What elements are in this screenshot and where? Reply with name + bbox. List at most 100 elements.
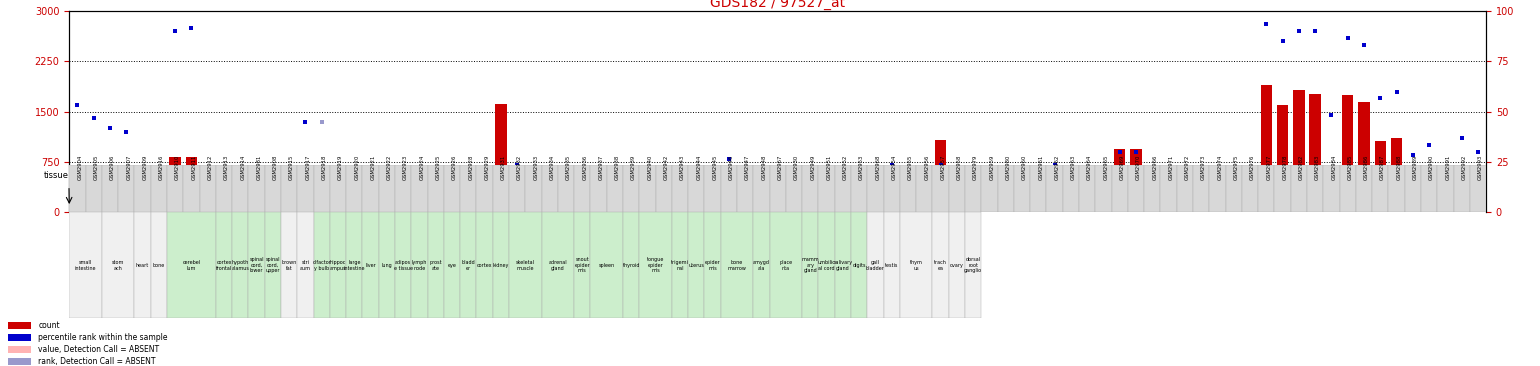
Text: GSM2919: GSM2919 bbox=[337, 154, 343, 180]
Bar bbox=[234, 209, 246, 212]
Text: bone
marrow: bone marrow bbox=[727, 260, 747, 270]
Text: GSM2984: GSM2984 bbox=[1332, 154, 1337, 180]
Bar bbox=[219, 209, 229, 212]
Bar bbox=[1030, 165, 1046, 212]
Text: GSM2913: GSM2913 bbox=[223, 154, 229, 180]
Text: GSM2954: GSM2954 bbox=[892, 154, 896, 180]
Bar bbox=[137, 209, 148, 212]
Bar bbox=[72, 204, 83, 212]
Text: GSM2910: GSM2910 bbox=[176, 154, 180, 180]
Text: olfactor
y bulb: olfactor y bulb bbox=[313, 260, 331, 270]
Bar bbox=[102, 212, 134, 318]
Bar bbox=[1358, 102, 1369, 212]
Bar bbox=[818, 165, 835, 212]
Text: GSM2911: GSM2911 bbox=[191, 154, 197, 180]
Text: stri
aum: stri aum bbox=[300, 260, 311, 270]
Bar bbox=[1258, 165, 1275, 212]
Bar bbox=[1212, 209, 1223, 212]
Text: GSM2977: GSM2977 bbox=[1266, 154, 1270, 180]
Text: GSM2974: GSM2974 bbox=[1218, 154, 1223, 180]
Text: GSM2949: GSM2949 bbox=[810, 154, 815, 180]
Bar bbox=[870, 209, 881, 212]
Bar bbox=[1309, 94, 1321, 212]
Text: GSM2951: GSM2951 bbox=[827, 154, 832, 180]
Text: GSM2907: GSM2907 bbox=[126, 154, 131, 180]
Bar bbox=[447, 209, 457, 212]
Bar bbox=[414, 209, 425, 212]
Bar bbox=[476, 165, 493, 212]
Text: GSM2971: GSM2971 bbox=[1169, 154, 1173, 180]
Text: GSM2964: GSM2964 bbox=[1087, 154, 1092, 180]
Text: value, Detection Call = ABSENT: value, Detection Call = ABSENT bbox=[38, 345, 160, 354]
Bar bbox=[1013, 165, 1030, 212]
Bar bbox=[1063, 165, 1080, 212]
Bar bbox=[1147, 209, 1158, 212]
Bar bbox=[1046, 165, 1063, 212]
Bar bbox=[1066, 209, 1076, 212]
Text: GSM2956: GSM2956 bbox=[924, 154, 929, 180]
Bar bbox=[348, 209, 360, 212]
Text: GSM2920: GSM2920 bbox=[354, 154, 359, 180]
Text: GSM2987: GSM2987 bbox=[1380, 154, 1386, 180]
Bar bbox=[444, 165, 460, 212]
Bar bbox=[704, 212, 721, 318]
Bar bbox=[724, 180, 735, 212]
Text: GSM2918: GSM2918 bbox=[322, 154, 326, 180]
Bar bbox=[202, 209, 214, 212]
Text: count: count bbox=[38, 321, 60, 330]
Text: GSM2983: GSM2983 bbox=[1315, 154, 1320, 180]
Text: GSM2978: GSM2978 bbox=[1283, 154, 1287, 180]
Text: GSM2970: GSM2970 bbox=[1137, 154, 1141, 180]
Bar bbox=[86, 165, 102, 212]
Text: GSM2942: GSM2942 bbox=[664, 154, 668, 180]
Bar bbox=[835, 165, 852, 212]
Bar bbox=[1144, 165, 1161, 212]
Bar bbox=[1455, 175, 1468, 212]
Bar bbox=[346, 165, 362, 212]
Bar bbox=[625, 200, 638, 212]
Bar bbox=[1469, 165, 1486, 212]
Text: percentile rank within the sample: percentile rank within the sample bbox=[38, 333, 168, 342]
Bar bbox=[656, 165, 671, 212]
Bar bbox=[658, 200, 670, 212]
Bar bbox=[394, 165, 411, 212]
Text: GSM2928: GSM2928 bbox=[468, 154, 473, 180]
Bar bbox=[186, 157, 197, 212]
Bar bbox=[525, 165, 542, 212]
Text: GSM2937: GSM2937 bbox=[599, 154, 604, 180]
Bar bbox=[1277, 105, 1289, 212]
Bar bbox=[671, 212, 688, 318]
Text: uterus: uterus bbox=[688, 263, 704, 268]
Text: amygd
ala: amygd ala bbox=[753, 260, 770, 270]
Text: GSM2953: GSM2953 bbox=[859, 154, 864, 180]
Text: large
intestine: large intestine bbox=[343, 260, 365, 270]
Text: GSM2982: GSM2982 bbox=[1298, 154, 1304, 180]
Text: cortex: cortex bbox=[477, 263, 493, 268]
Bar bbox=[1408, 187, 1418, 212]
Bar bbox=[379, 212, 394, 318]
Bar bbox=[967, 209, 979, 212]
Bar bbox=[8, 358, 31, 365]
Bar bbox=[233, 212, 248, 318]
Bar bbox=[1177, 165, 1194, 212]
Bar bbox=[952, 209, 962, 212]
Bar bbox=[510, 212, 542, 318]
Bar bbox=[544, 192, 556, 212]
Text: lung: lung bbox=[382, 263, 393, 268]
Bar bbox=[69, 212, 102, 318]
Bar bbox=[1244, 209, 1255, 212]
Bar bbox=[528, 198, 539, 212]
Text: GSM2990: GSM2990 bbox=[1429, 154, 1434, 180]
Bar bbox=[430, 209, 442, 212]
Bar bbox=[785, 165, 802, 212]
Bar bbox=[1209, 165, 1226, 212]
Text: cortex
frontal: cortex frontal bbox=[216, 260, 233, 270]
Bar bbox=[493, 212, 510, 318]
Bar bbox=[1226, 165, 1241, 212]
Bar bbox=[788, 200, 799, 212]
Text: GSM2909: GSM2909 bbox=[143, 154, 148, 180]
Text: GSM2936: GSM2936 bbox=[582, 154, 587, 180]
Bar bbox=[411, 212, 428, 318]
Text: GSM2967: GSM2967 bbox=[778, 154, 782, 180]
Bar bbox=[739, 209, 752, 212]
